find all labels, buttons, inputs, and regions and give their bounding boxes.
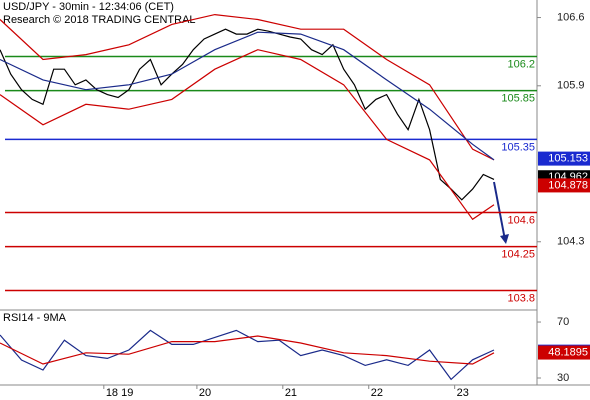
x-tick-label: 20 [199, 387, 211, 399]
y-tick-label: 104.3 [557, 236, 585, 248]
price-label-box [538, 151, 590, 166]
x-tick-label: 23 [457, 387, 469, 399]
price-label-box [538, 345, 590, 360]
x-tick-label: 21 [285, 387, 297, 399]
y-tick-label: 106.6 [557, 11, 585, 23]
y-tick-label: 70 [557, 316, 569, 328]
panel-title: RSI14 - 9MA [3, 312, 67, 324]
y-tick-label: 105.9 [557, 80, 585, 92]
level-label: 106.2 [507, 58, 535, 70]
series-line [0, 335, 495, 365]
level-label: 104.6 [507, 214, 535, 226]
price-label: 48.1895 [548, 346, 588, 358]
series-line [0, 13, 495, 161]
x-tick-label: 22 [371, 387, 383, 399]
price-label: 104.878 [548, 179, 588, 191]
series-line [0, 329, 495, 381]
chart-title: USD/JPY - 30min - 12:34:06 (CET) [3, 1, 174, 13]
price-label-box [538, 178, 590, 193]
arrow-head [500, 234, 509, 244]
price-label: 105.153 [548, 153, 588, 165]
x-tick-label: 18 19 [106, 387, 134, 399]
series-line [0, 49, 495, 221]
level-label: 103.8 [507, 292, 535, 304]
level-label: 105.35 [501, 141, 535, 153]
level-label: 105.85 [501, 93, 535, 105]
level-label: 104.25 [501, 249, 535, 261]
series-line [0, 28, 495, 201]
chart-subtitle: Research © 2018 TRADING CENTRAL [3, 14, 196, 26]
y-tick-label: 30 [557, 372, 569, 384]
arrow [493, 181, 506, 241]
series-line [0, 31, 495, 161]
